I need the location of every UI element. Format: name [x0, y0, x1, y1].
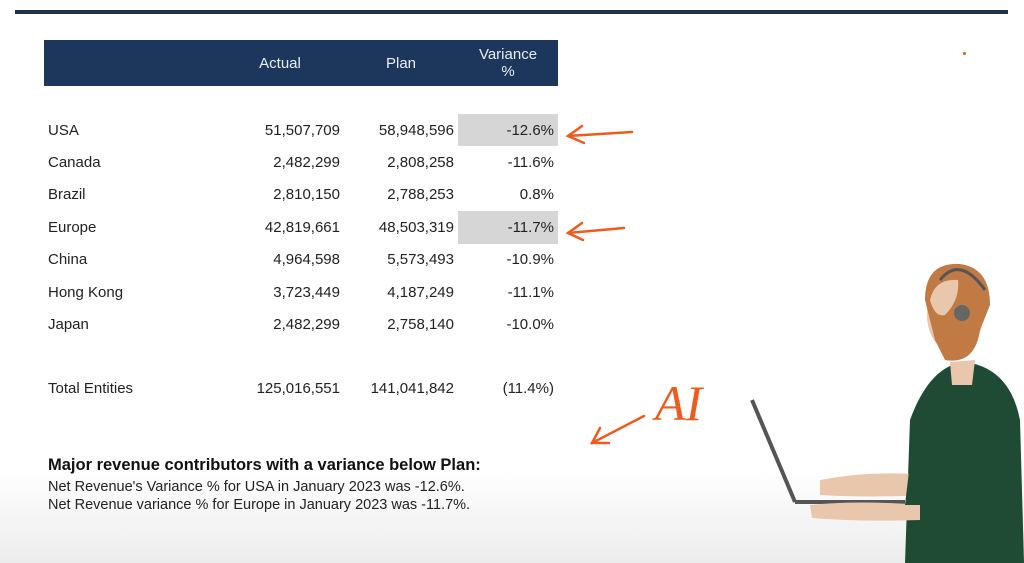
variance-value: -12.6% — [458, 114, 558, 147]
actual-value: 42,819,661 — [264, 218, 340, 236]
actual-value: 4,964,598 — [273, 251, 340, 269]
table-row: Hong Kong 3,723,449 4,187,249 -11.1% — [44, 276, 558, 308]
actual-value: 2,810,150 — [273, 186, 340, 204]
total-actual: 125,016,551 — [256, 380, 340, 398]
summary-line: Net Revenue's Variance % for USA in Janu… — [48, 479, 465, 495]
row-name: USA — [48, 121, 79, 139]
row-name: China — [48, 251, 88, 269]
table-row: Japan 2,482,299 2,758,140 -10.0% — [44, 308, 558, 340]
total-name: Total Entities — [48, 380, 134, 398]
person-illustration-icon — [750, 263, 1024, 563]
arrow-europe-icon — [565, 221, 626, 242]
header-blank — [44, 40, 216, 86]
variance-value: -10.9% — [506, 251, 554, 269]
plan-value: 2,758,140 — [387, 316, 454, 334]
row-name: Europe — [48, 218, 97, 236]
total-variance: (11.4%) — [502, 380, 554, 398]
plan-value: 2,788,253 — [387, 186, 454, 204]
plan-value: 48,503,319 — [378, 218, 454, 236]
table-row: Canada 2,482,299 2,808,258 -11.6% — [44, 146, 558, 178]
ai-label: AI — [652, 375, 705, 431]
actual-value: 2,482,299 — [273, 316, 340, 334]
row-name: Brazil — [48, 186, 86, 204]
row-name: Canada — [48, 154, 101, 172]
summary-heading: Major revenue contributors with a varian… — [48, 456, 481, 474]
header-plan: Plan — [344, 40, 458, 86]
actual-value: 3,723,449 — [273, 283, 340, 301]
variance-value: -11.7% — [458, 211, 558, 244]
row-name: Japan — [48, 316, 89, 334]
plan-value: 58,948,596 — [378, 121, 454, 139]
plan-value: 5,573,493 — [387, 251, 454, 269]
table-header: Actual Plan Variance % — [44, 40, 558, 86]
variance-value: -10.0% — [506, 316, 554, 334]
header-actual: Actual — [216, 40, 344, 86]
table-row: Brazil 2,810,150 2,788,253 0.8% — [44, 179, 558, 211]
table-row: USA 51,507,709 58,948,596 -12.6% — [44, 114, 558, 147]
table-row: Europe 42,819,661 48,503,319 -11.7% — [44, 211, 558, 244]
revenue-table: Actual Plan Variance % USA 51,507,709 58,9… — [44, 40, 558, 405]
variance-value: 0.8% — [519, 186, 554, 204]
actual-value: 2,482,299 — [273, 154, 340, 172]
arrow-summary-icon — [589, 414, 646, 445]
top-rule — [15, 10, 1008, 14]
arrow-usa-icon — [565, 124, 634, 145]
plan-value: 4,187,249 — [387, 283, 454, 301]
summary-line: Net Revenue variance % for Europe in Jan… — [48, 497, 471, 513]
total-plan: 141,041,842 — [370, 380, 454, 398]
summary: Major revenue contributors with a varian… — [48, 456, 481, 514]
orange-dot — [963, 52, 966, 55]
variance-value: -11.1% — [507, 283, 554, 301]
header-variance: Variance % — [458, 40, 558, 86]
variance-value: -11.6% — [507, 154, 554, 172]
actual-value: 51,507,709 — [264, 121, 340, 139]
plan-value: 2,808,258 — [387, 154, 454, 172]
row-name: Hong Kong — [48, 283, 124, 301]
total-row: Total Entities 125,016,551 141,041,842 (11.… — [44, 373, 558, 405]
table-row: China 4,964,598 5,573,493 -10.9% — [44, 244, 558, 276]
